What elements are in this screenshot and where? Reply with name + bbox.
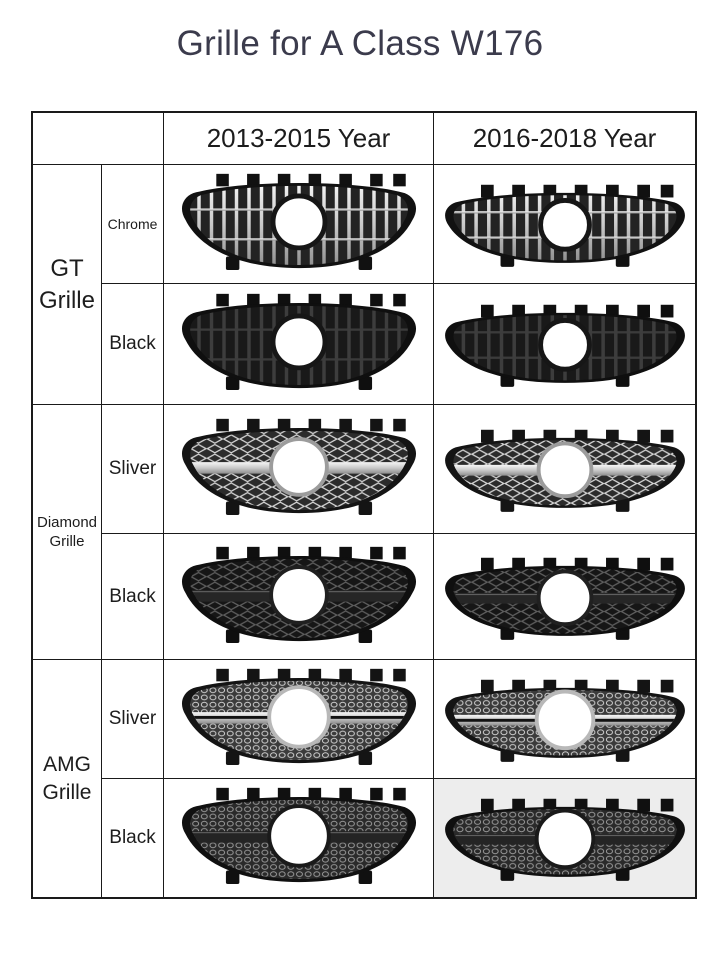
comparison-table: 2013-2015 Year 2016-2018 Year GT Grille … [31,111,697,899]
header-blank-cell [33,113,164,165]
grille-cell-diamond-black-2013-2015 [164,534,434,660]
year-header-label: 2016-2018 Year [472,123,657,153]
grille-photo-gt-black-2016-2018 [436,286,693,402]
grille-cell-gt-chrome-2016-2018 [434,165,695,284]
finish-label-text: Black [109,333,156,354]
grille-cell-amg-black-2016-2018 [434,779,695,897]
grille-photo-diamond-sliver-2016-2018 [436,407,693,531]
finish-label-text: Chrome [107,216,158,232]
grille-cell-amg-sliver-2016-2018 [434,660,695,779]
group-label-diamond-grille: Diamond Grille [33,405,102,660]
grille-cell-diamond-black-2016-2018 [434,534,695,660]
finish-label-text: Sliver [108,708,157,729]
grille-cell-diamond-sliver-2013-2015 [164,405,434,534]
grille-photo-amg-black-2016-2018 [436,781,693,895]
grille-photo-amg-black-2013-2015 [166,781,431,895]
group-label-text: AMG Grille [42,753,92,804]
finish-label-text: Black [109,585,156,607]
group-label-text: GT Grille [38,255,95,314]
group-label-text: Diamond Grille [36,513,98,551]
finish-label-gt-chrome: Chrome [102,165,164,284]
year-header-label: 2013-2015 Year [206,123,391,153]
grille-cell-gt-black-2016-2018 [434,284,695,405]
grille-photo-diamond-black-2013-2015 [166,536,431,657]
group-label-amg-grille: AMG Grille [33,660,102,897]
grille-photo-gt-black-2013-2015 [166,286,431,402]
group-label-gt-grille: GT Grille [33,165,102,405]
finish-label-amg-sliver: Sliver [102,660,164,779]
header-year-2016-2018: 2016-2018 Year [434,113,695,165]
grille-cell-diamond-sliver-2016-2018 [434,405,695,534]
finish-label-amg-black: Black [102,779,164,897]
finish-label-text: Sliver [108,458,157,479]
finish-label-diamond-black: Black [102,534,164,660]
header-year-2013-2015: 2013-2015 Year [164,113,434,165]
grille-photo-amg-sliver-2016-2018 [436,662,693,776]
grille-cell-gt-black-2013-2015 [164,284,434,405]
finish-label-gt-black: Black [102,284,164,405]
page-title: Grille for A Class W176 [176,24,544,63]
grille-photo-diamond-sliver-2013-2015 [166,407,431,531]
grille-cell-amg-sliver-2013-2015 [164,660,434,779]
grille-cell-gt-chrome-2013-2015 [164,165,434,284]
finish-label-diamond-sliver: Sliver [102,405,164,534]
grille-photo-gt-chrome-2013-2015 [166,167,431,281]
finish-label-text: Black [109,827,156,848]
grille-photo-amg-sliver-2013-2015 [166,662,431,776]
grille-cell-amg-black-2013-2015 [164,779,434,897]
grille-photo-diamond-black-2016-2018 [436,536,693,657]
grille-photo-gt-chrome-2016-2018 [436,167,693,281]
